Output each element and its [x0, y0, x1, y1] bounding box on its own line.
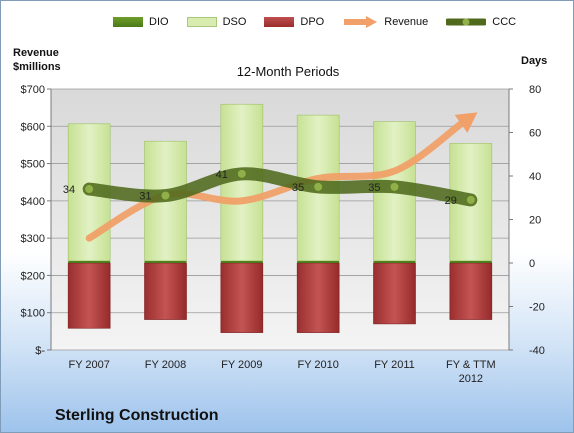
ccc-point	[313, 181, 324, 192]
ccc-data-label: 35	[292, 182, 304, 194]
ccc-data-label: 41	[216, 169, 228, 181]
legend-item-dpo: DPO	[264, 16, 324, 28]
ccc-point	[84, 184, 95, 195]
ccc-data-label: 34	[63, 184, 75, 196]
ccc-line	[82, 167, 478, 207]
category-label: 2012	[459, 373, 483, 385]
left-tick-label: $300	[21, 233, 45, 245]
legend-item-revenue: Revenue	[342, 16, 428, 28]
category-label: FY 2011	[374, 359, 415, 371]
legend-swatch-dpo	[264, 17, 295, 27]
bar-dpo	[220, 262, 264, 333]
legend-label-dio: DIO	[149, 16, 169, 28]
right-tick-label: 60	[529, 128, 541, 140]
legend-label-ccc: CCC	[492, 16, 517, 28]
left-tick-label: $-	[35, 345, 45, 357]
legend: DIO DSO DPO Revenue CCC	[113, 16, 534, 28]
left-tick-label: $600	[21, 121, 45, 133]
legend-ccc-icon	[446, 18, 487, 26]
bar-dio	[68, 260, 111, 263]
legend-label-dpo: DPO	[300, 16, 325, 28]
legend-label-revenue: Revenue	[384, 16, 429, 28]
legend-swatch-dio	[113, 17, 143, 27]
legend-item-ccc: CCC	[446, 16, 516, 28]
company-name: Sterling Construction	[55, 407, 219, 424]
ccc-point	[389, 181, 400, 192]
category-label: FY & TTM	[446, 359, 496, 371]
category-label: FY 2009	[221, 359, 262, 371]
revenue-arrowhead	[454, 112, 478, 133]
category-label: FY 2007	[68, 359, 109, 371]
bar-dpo	[296, 262, 340, 333]
right-tick-label: 80	[529, 84, 541, 96]
legend-item-dso: DSO	[186, 16, 247, 28]
category-label: FY 2008	[145, 359, 186, 371]
plot-area	[51, 89, 509, 350]
legend-item-dio: DIO	[113, 16, 169, 28]
ccc-point	[160, 190, 171, 201]
left-axis-title: Revenue $millions	[13, 46, 61, 74]
right-tick-label: 20	[529, 215, 541, 227]
ccc-data-label: 35	[368, 182, 380, 194]
bar-dio	[297, 260, 340, 263]
right-tick-label: 40	[529, 171, 541, 183]
category-label: FY 2010	[297, 359, 338, 371]
right-axis-title: Days	[521, 55, 548, 67]
left-axis-title-line2: $millions	[13, 61, 61, 73]
right-tick-label: -20	[529, 302, 545, 314]
bar-dio	[373, 260, 416, 263]
ccc-point	[236, 168, 247, 179]
bar-dpo	[449, 262, 493, 320]
bar-dpo	[144, 262, 187, 320]
bar-dio	[449, 260, 492, 263]
left-axis-title-line1: Revenue	[13, 47, 59, 59]
ccc-data-label: 29	[445, 195, 457, 207]
legend-arrow-icon	[344, 16, 378, 28]
right-tick-label: -40	[529, 345, 545, 357]
ccc-point	[465, 194, 476, 205]
right-tick-label: 0	[529, 258, 535, 270]
left-tick-label: $500	[21, 159, 45, 171]
left-tick-label: $100	[21, 308, 45, 320]
legend-swatch-dso	[186, 17, 217, 27]
bar-dpo	[373, 262, 416, 325]
left-tick-label: $200	[21, 270, 45, 282]
left-tick-label: $700	[21, 84, 45, 96]
bar-dio	[220, 260, 263, 263]
legend-label-dso: DSO	[222, 16, 247, 28]
ccc-data-label: 31	[139, 191, 151, 203]
left-tick-label: $400	[21, 196, 45, 208]
bar-dio	[144, 260, 187, 263]
chart-title: 12-Month Periods	[236, 64, 340, 79]
bar-dpo	[67, 262, 111, 329]
